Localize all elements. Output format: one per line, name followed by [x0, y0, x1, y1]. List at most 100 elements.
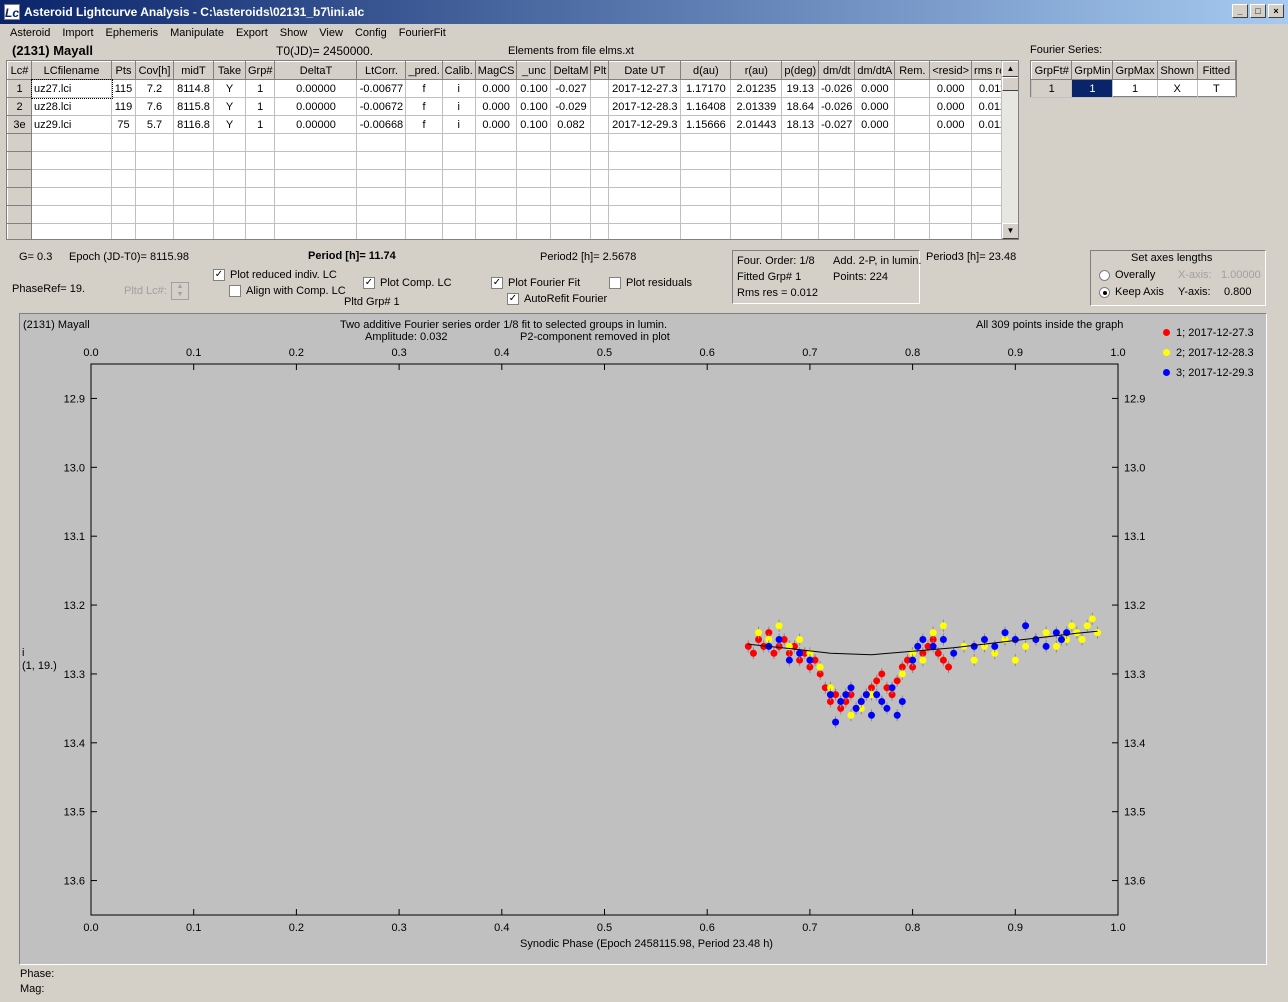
table-cell[interactable]	[356, 205, 407, 224]
row-header[interactable]	[7, 205, 32, 224]
y-axis-value[interactable]: 0.800	[1224, 286, 1252, 298]
table-cell[interactable]	[356, 133, 407, 152]
table-cell[interactable]: 1	[244, 97, 276, 116]
table-cell[interactable]	[516, 133, 552, 152]
table-cell[interactable]	[135, 133, 174, 152]
table-cell[interactable]	[516, 187, 552, 206]
table-cell[interactable]	[274, 205, 358, 224]
fourier-cell[interactable]: 1	[1030, 79, 1073, 98]
row-header[interactable]	[7, 187, 32, 206]
table-cell[interactable]: -0.026	[818, 79, 856, 98]
table-cell[interactable]	[818, 205, 856, 224]
table-cell[interactable]	[590, 169, 610, 188]
table-cell[interactable]	[781, 205, 820, 224]
table-cell[interactable]	[590, 97, 610, 116]
table-cell[interactable]	[680, 133, 732, 152]
table-cell[interactable]	[550, 151, 592, 170]
table-cell[interactable]	[474, 205, 518, 224]
table-cell[interactable]: 0.00000	[274, 97, 358, 116]
table-cell[interactable]: 8116.8	[173, 115, 214, 134]
table-cell[interactable]	[730, 151, 783, 170]
table-cell[interactable]	[173, 169, 214, 188]
table-cell[interactable]	[894, 187, 931, 206]
table-cell[interactable]	[31, 169, 112, 188]
column-header[interactable]: DeltaT	[274, 61, 358, 80]
minimize-button[interactable]: _	[1232, 4, 1248, 18]
column-header[interactable]: Cov[h]	[135, 61, 174, 80]
table-cell[interactable]: 1.16408	[680, 97, 732, 116]
table-cell[interactable]: 115	[111, 79, 136, 98]
table-cell[interactable]	[608, 205, 682, 224]
table-cell[interactable]	[929, 223, 973, 239]
table-cell[interactable]	[550, 205, 592, 224]
table-cell[interactable]	[244, 151, 276, 170]
table-cell[interactable]	[111, 187, 136, 206]
table-cell[interactable]	[854, 205, 896, 224]
table-cell[interactable]	[135, 151, 174, 170]
table-cell[interactable]	[818, 133, 856, 152]
table-cell[interactable]: 2017-12-28.3	[608, 97, 682, 116]
menu-fourierfit[interactable]: FourierFit	[398, 27, 446, 39]
column-header[interactable]: Calib.	[441, 61, 476, 80]
table-cell[interactable]	[680, 169, 732, 188]
lc-grid-scrollbar[interactable]: ▲ ▼	[1001, 61, 1018, 239]
table-cell[interactable]	[213, 205, 246, 224]
fourier-cell[interactable]: 1	[1112, 79, 1158, 98]
table-cell[interactable]: 1.15666	[680, 115, 732, 134]
table-cell[interactable]	[854, 151, 896, 170]
table-cell[interactable]: 75	[111, 115, 136, 134]
plot-fourier-checkbox[interactable]: ✓ Plot Fourier Fit	[491, 277, 580, 290]
table-cell[interactable]	[173, 223, 214, 239]
table-cell[interactable]	[441, 169, 476, 188]
column-header[interactable]: Pts	[111, 61, 136, 80]
fourier-col[interactable]: GrpFt#	[1030, 61, 1073, 80]
table-cell[interactable]	[31, 133, 112, 152]
column-header[interactable]: Grp#	[244, 61, 276, 80]
table-cell[interactable]	[590, 223, 610, 239]
table-cell[interactable]: uz28.lci	[31, 97, 112, 116]
table-cell[interactable]: Y	[213, 115, 246, 134]
column-header[interactable]: Take	[213, 61, 246, 80]
table-cell[interactable]: 0.000	[929, 115, 973, 134]
row-header[interactable]	[7, 223, 32, 239]
table-cell[interactable]	[244, 169, 276, 188]
table-cell[interactable]	[135, 223, 174, 239]
table-cell[interactable]	[111, 151, 136, 170]
column-header[interactable]: dm/dt	[818, 61, 856, 80]
table-cell[interactable]: 1	[244, 115, 276, 134]
fourier-grid[interactable]: GrpFt# GrpMin GrpMax Shown Fitted 1 1 1 …	[1030, 60, 1237, 98]
scroll-down-icon[interactable]: ▼	[1002, 223, 1018, 239]
column-header[interactable]: Plt	[590, 61, 610, 80]
table-cell[interactable]: Y	[213, 79, 246, 98]
table-cell[interactable]	[730, 187, 783, 206]
table-row[interactable]	[7, 223, 1014, 239]
table-cell[interactable]	[590, 205, 610, 224]
table-cell[interactable]	[274, 223, 358, 239]
table-cell[interactable]	[854, 187, 896, 206]
table-cell[interactable]	[608, 223, 682, 239]
scroll-thumb[interactable]	[1002, 77, 1018, 91]
pltd-lc-spinner[interactable]: ▲ ▼	[171, 282, 189, 300]
table-cell[interactable]	[244, 223, 276, 239]
table-cell[interactable]	[590, 133, 610, 152]
menu-ephemeris[interactable]: Ephemeris	[105, 27, 159, 39]
table-cell[interactable]	[441, 205, 476, 224]
x-axis-value[interactable]: 1.00000	[1221, 269, 1261, 281]
table-cell[interactable]	[31, 187, 112, 206]
table-cell[interactable]	[31, 205, 112, 224]
column-header[interactable]: _pred.	[405, 61, 443, 80]
table-cell[interactable]: 0.000	[854, 79, 896, 98]
table-cell[interactable]	[894, 205, 931, 224]
table-cell[interactable]: f	[405, 97, 443, 116]
table-row[interactable]: 3e uz29.lci 75 5.7 8116.8 Y 1 0.00000 -0.00668 f i…	[7, 115, 1014, 134]
table-cell[interactable]	[405, 223, 443, 239]
table-cell[interactable]: -0.029	[550, 97, 592, 116]
table-cell[interactable]	[590, 115, 610, 134]
column-header[interactable]: midT	[173, 61, 214, 80]
table-cell[interactable]	[818, 187, 856, 206]
table-cell[interactable]	[474, 133, 518, 152]
table-cell[interactable]	[213, 223, 246, 239]
menu-show[interactable]: Show	[279, 27, 308, 39]
row-header[interactable]	[7, 151, 32, 170]
table-cell[interactable]: 2.01235	[730, 79, 783, 98]
